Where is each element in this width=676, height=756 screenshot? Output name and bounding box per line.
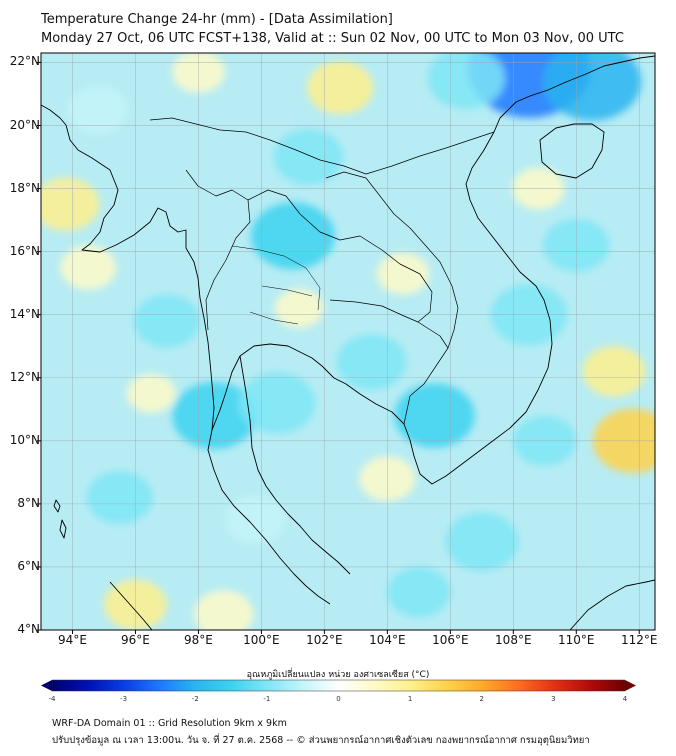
graticule: [41, 53, 655, 630]
andaman-islands: [53, 499, 67, 539]
temperature-blob: [376, 252, 430, 295]
border-thailand-laos: [247, 189, 433, 323]
colorbar-tick-label: 4: [622, 695, 628, 703]
border-laos-vietnam: [325, 171, 459, 349]
coastline-west: [41, 104, 331, 605]
lon-label: 106°E: [432, 633, 469, 647]
temperature-blob: [273, 129, 344, 186]
temperature-blob: [41, 177, 100, 231]
temperature-blob: [225, 495, 285, 544]
border-cambodia: [329, 299, 449, 425]
colorbar-tick-label: 1: [407, 695, 413, 703]
coastline-cambodia-vietnam: [345, 101, 553, 485]
temperature-blob: [250, 202, 335, 270]
temperature-blob: [274, 288, 324, 328]
axis-ticks: [37, 61, 640, 634]
hainan-island: [539, 123, 605, 179]
temperature-blob: [336, 333, 407, 390]
colorbar-high-extend: [625, 680, 636, 691]
colorbar-tick-label: -1: [263, 695, 271, 703]
lon-label: 102°E: [306, 633, 343, 647]
temperature-blob: [306, 61, 374, 115]
lat-label: 12°N: [9, 369, 40, 384]
temperature-blob: [172, 381, 257, 450]
colorbar-tick-label: 3: [551, 695, 556, 703]
temperature-blob: [60, 245, 117, 290]
colorbar-tick-label: -2: [191, 695, 199, 703]
colorbar-tick-label: -3: [120, 695, 128, 703]
temperature-blob: [427, 53, 505, 110]
temperature-blob: [387, 566, 451, 618]
colorbar-bar: [51, 679, 626, 692]
lon-label: 112°E: [621, 633, 658, 647]
coastlines-and-borders: [41, 55, 655, 630]
temperature-blob: [67, 85, 128, 134]
colorbar-title: อุณหภูมิเปลี่ยนแปลง หน่วย องศาเซลเซียส (…: [246, 670, 430, 680]
lon-label: 96°E: [121, 633, 150, 647]
plot-frame: [40, 52, 656, 631]
coastline-sumatra: [109, 581, 153, 630]
lat-label: 22°N: [9, 54, 40, 69]
lat-label: 4°N: [17, 622, 40, 636]
coastline-borneo: [569, 579, 655, 630]
border-china: [149, 117, 495, 175]
temperature-blob: [126, 373, 176, 414]
lon-label: 110°E: [558, 633, 595, 647]
coastline-peninsula-east: [239, 355, 351, 575]
temperature-blob: [445, 512, 519, 572]
temperature-blob: [86, 470, 153, 525]
colorbar-tick-label: -4: [48, 695, 56, 703]
temperature-field: [41, 53, 655, 630]
lon-label: 98°E: [183, 633, 213, 647]
lat-label: 20°N: [9, 117, 40, 132]
temperature-blob: [238, 372, 316, 434]
lat-label: 16°N: [9, 243, 40, 258]
lon-label: 94°E: [58, 633, 87, 647]
map-title: Temperature Change 24-hr (mm) - [Data As…: [41, 12, 393, 27]
coastline-south-china: [515, 55, 655, 103]
border-thai-provinces: [231, 245, 321, 325]
coastline-gulf: [211, 343, 347, 431]
lon-label: 108°E: [495, 633, 532, 647]
border-myanmar-thailand: [185, 169, 251, 331]
map-subtitle: Monday 27 Oct, 06 UTC FCST+138, Valid at…: [41, 31, 624, 46]
lon-label: 100°E: [243, 633, 280, 647]
lat-label: 6°N: [17, 558, 40, 573]
lat-label: 14°N: [9, 306, 40, 321]
temperature-blob: [133, 294, 201, 348]
temperature-blob: [582, 346, 646, 397]
lat-label: 10°N: [9, 432, 40, 447]
lon-label: 104°E: [369, 633, 406, 647]
temperature-blob: [394, 383, 475, 448]
lat-label: 18°N: [9, 180, 40, 195]
lat-label: 8°N: [17, 495, 40, 510]
footer-credit: ปรับปรุงข้อมูล ณ เวลา 13:00น. วัน จ. ที่…: [52, 735, 590, 746]
colorbar-tick-label: 0: [336, 695, 341, 703]
colorbar-low-extend: [41, 680, 52, 691]
temperature-blob: [543, 53, 642, 121]
footer-model-info: WRF-DA Domain 01 :: Grid Resolution 9km …: [52, 718, 287, 729]
temperature-blob: [193, 590, 254, 630]
colorbar-tick-label: 2: [479, 695, 484, 703]
